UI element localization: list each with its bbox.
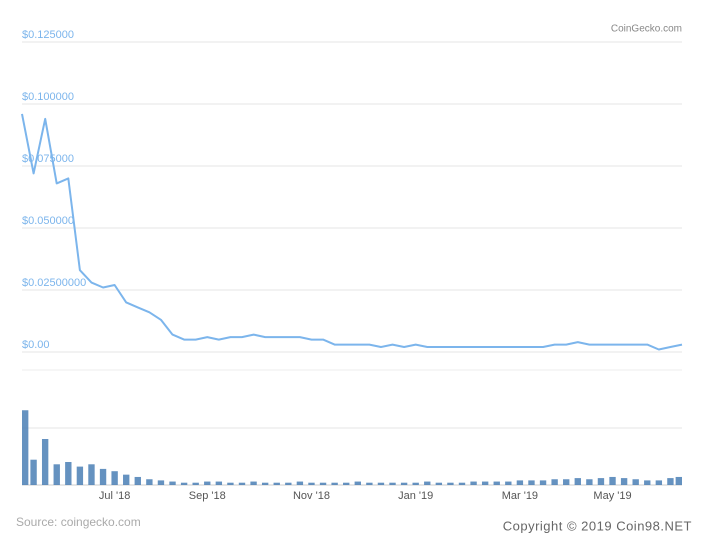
volume-bar (41, 439, 49, 485)
y-tick-label: $0.050000 (22, 215, 74, 227)
volume-bar (377, 482, 385, 485)
volume-bar (435, 482, 443, 485)
volume-bar (675, 476, 682, 485)
volume-bar (597, 478, 605, 485)
y-tick-label: $0.100000 (22, 91, 74, 103)
source: Source: coingecko.com (16, 515, 141, 529)
volume-bar (343, 482, 350, 485)
volume-bar (389, 482, 396, 485)
volume-bar (609, 476, 616, 485)
volume-bar (285, 482, 292, 485)
volume-bar (308, 482, 315, 485)
volume-bar (169, 481, 176, 485)
volume-bar (505, 481, 512, 485)
volume-bar (53, 464, 60, 485)
watermark: CoinGecko.com (611, 24, 682, 35)
copyright: Copyright © 2019 Coin98.NET (503, 518, 692, 533)
volume-bar (516, 480, 524, 485)
x-tick-label: May '19 (593, 490, 631, 502)
volume-bar (273, 482, 280, 485)
volume-bar (620, 478, 628, 485)
volume-bar (551, 479, 558, 485)
y-tick-label: $0.02500000 (22, 277, 86, 289)
volume-bar (539, 480, 547, 485)
volume-bar (412, 482, 419, 485)
volume-bar (655, 480, 663, 485)
volume-bar (261, 482, 269, 485)
volume-bar (424, 481, 431, 485)
y-tick-label: $0.00 (22, 339, 50, 351)
price-line (21, 113, 683, 351)
y-tick-label: $0.075000 (22, 153, 74, 165)
volume-bar (227, 482, 234, 485)
volume-bar (99, 468, 107, 485)
volume-bar (458, 482, 466, 485)
volume-bar (331, 482, 338, 485)
volume-bar (88, 464, 95, 485)
volume-bar (632, 479, 639, 485)
volume-bar (528, 480, 535, 485)
volume-bar (22, 410, 29, 485)
volume-bar (180, 482, 188, 485)
volume-bar (493, 481, 500, 485)
volume-bar (574, 478, 581, 485)
y-tick-label: $0.125000 (22, 29, 74, 41)
volume-bar (192, 482, 199, 485)
volume-bar (146, 479, 153, 485)
volume-bar (470, 481, 477, 485)
volume-bar (215, 481, 223, 485)
x-tick-label: Jan '19 (398, 490, 433, 502)
volume-bar (667, 478, 674, 485)
volume-bar (319, 482, 327, 485)
volume-bar (111, 471, 118, 485)
x-tick-label: Mar '19 (502, 490, 538, 502)
volume-bar (30, 459, 37, 485)
volume-bar (204, 481, 211, 485)
x-tick-label: Sep '18 (189, 490, 226, 502)
volume-bar (447, 482, 454, 485)
volume-bar (366, 482, 373, 485)
volume-bar (123, 474, 130, 485)
volume-bar (65, 462, 72, 485)
volume-bar (644, 480, 651, 485)
x-tick-label: Nov '18 (293, 490, 330, 502)
volume-bar (400, 482, 408, 485)
volume-bar (134, 476, 141, 485)
volume-bar (250, 481, 257, 485)
volume-bar (586, 479, 593, 485)
volume-bar (238, 482, 246, 485)
volume-bar (76, 466, 84, 485)
volume-bar (157, 480, 165, 485)
volume-bar (481, 481, 489, 485)
volume-bar (354, 481, 361, 485)
volume-bar (563, 479, 570, 485)
x-tick-label: Jul '18 (99, 490, 130, 502)
volume-bar (296, 481, 304, 485)
